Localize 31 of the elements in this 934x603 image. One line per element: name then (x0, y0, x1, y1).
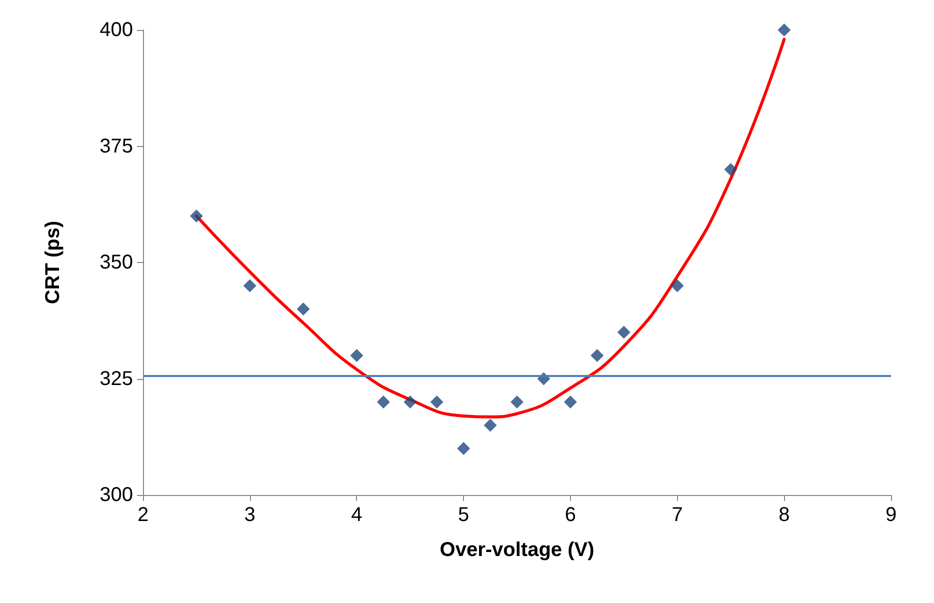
point (564, 396, 577, 408)
point (778, 24, 791, 36)
x-tick-label: 8 (778, 504, 790, 526)
x-tick-label: 4 (351, 504, 362, 526)
y-tick-label: 325 (100, 368, 133, 390)
y-tick-label: 375 (100, 135, 133, 158)
x-tick-label: 3 (244, 504, 256, 526)
point (243, 279, 256, 292)
point (617, 326, 630, 339)
x-tick-label: 7 (672, 504, 683, 526)
point (670, 279, 684, 292)
y-axis-title: CRT (ps) (42, 220, 64, 304)
x-axis-title: Over-voltage (V) (440, 539, 594, 561)
x-tick-label: 5 (458, 504, 470, 526)
point (457, 442, 470, 455)
point (296, 302, 310, 316)
y-tick-label: 300 (100, 484, 133, 506)
point (376, 396, 390, 408)
point (484, 418, 497, 432)
x-tick-label: 9 (885, 504, 897, 526)
x-tick-label: 2 (137, 504, 149, 526)
point (190, 210, 203, 222)
point (590, 349, 604, 362)
x-tick-label: 6 (564, 504, 576, 526)
point (430, 396, 444, 408)
point (724, 163, 738, 176)
y-tick-label: 350 (100, 252, 133, 274)
y-tick-label: 400 (100, 19, 133, 41)
point (350, 349, 364, 362)
point (404, 396, 417, 408)
point (510, 396, 524, 408)
